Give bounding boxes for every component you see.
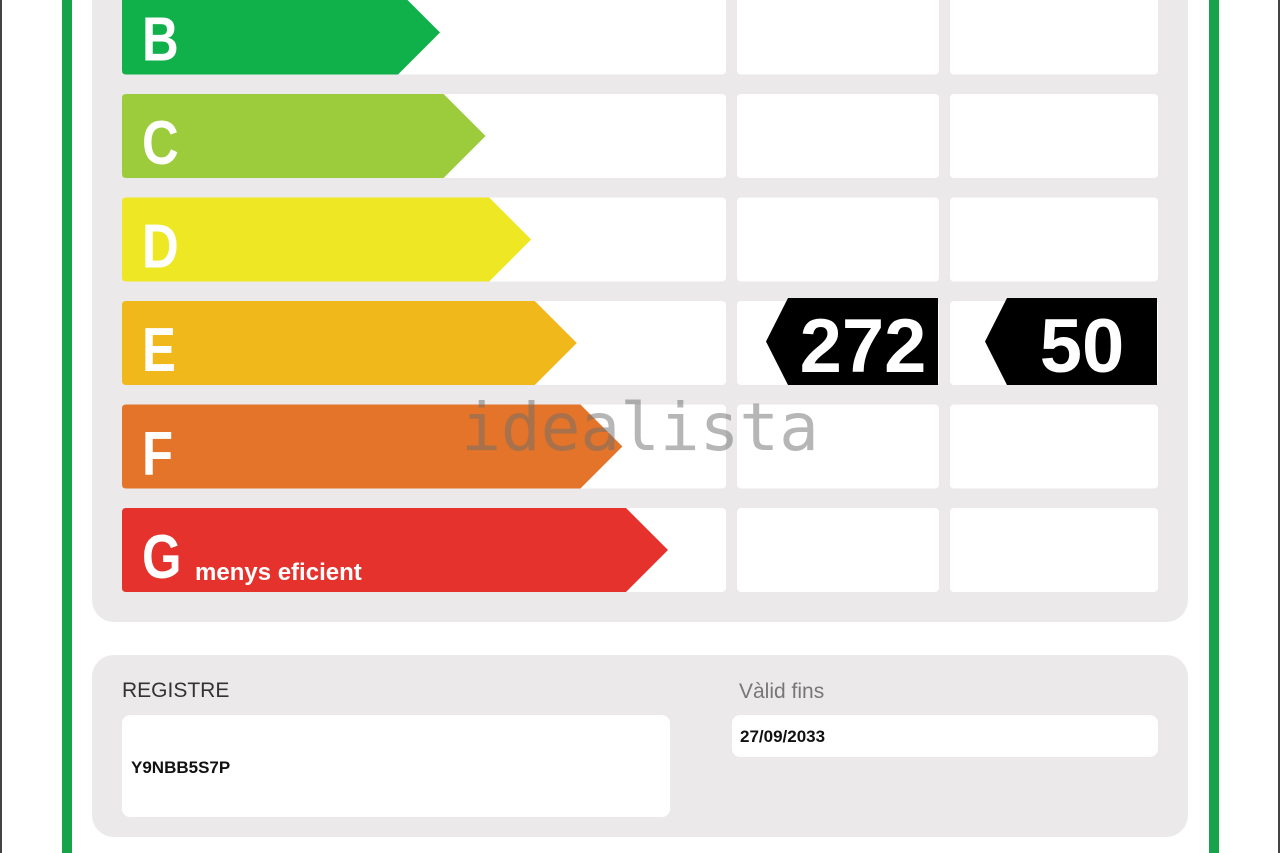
cell: [737, 404, 939, 489]
rating-arrow: [122, 508, 668, 592]
rating-letter: F: [142, 420, 173, 489]
edge: [1278, 0, 1280, 853]
validity-label: Vàlid fins: [739, 680, 824, 703]
registry-label: REGISTRE: [122, 679, 229, 702]
watermark: idealista: [461, 389, 819, 466]
rating-arrow: [122, 197, 532, 282]
cell: [950, 404, 1158, 489]
rating-letter: C: [142, 109, 179, 178]
rating-letter: B: [142, 6, 179, 75]
validity-box: [732, 715, 1158, 757]
rating-arrow: [122, 404, 623, 489]
edge: [0, 0, 2, 853]
rating-arrow: [122, 301, 577, 385]
cell: [950, 94, 1158, 178]
rating-arrow: [122, 0, 440, 75]
rating-letter: D: [142, 213, 179, 282]
rating-badge: [985, 298, 1157, 385]
rating-letter: E: [142, 316, 176, 385]
registry-value: Y9NBB5S7P: [131, 758, 230, 777]
rating-arrow: [122, 94, 486, 178]
rating-letter: G: [142, 523, 182, 592]
cell: [737, 0, 939, 75]
cell: [737, 197, 939, 282]
badge-value: 50: [1040, 304, 1125, 389]
registry-box: [122, 715, 670, 817]
green-border: [1209, 0, 1219, 853]
cell: [950, 508, 1158, 592]
cell: [737, 508, 939, 592]
validity-value: 27/09/2033: [740, 727, 825, 746]
green-border: [62, 0, 72, 853]
cell: [950, 0, 1158, 75]
cell: [950, 197, 1158, 282]
rating-note: menys eficient: [195, 559, 362, 586]
rating-badge: [766, 298, 938, 385]
cell: [737, 94, 939, 178]
badge-value: 272: [800, 304, 927, 389]
